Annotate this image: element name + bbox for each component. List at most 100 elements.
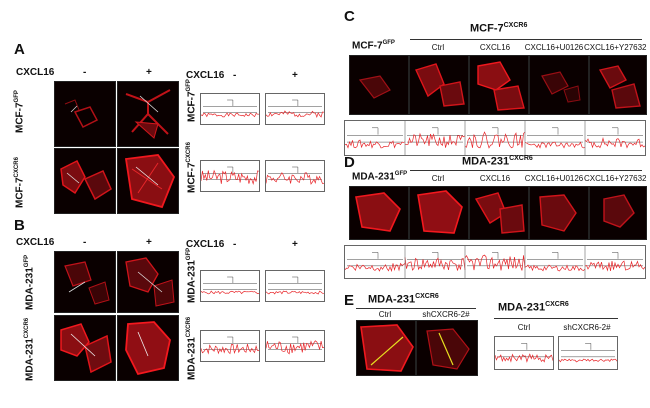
profile-bracket	[521, 343, 528, 350]
panel-a-plot-treatment-label: CXCL16	[186, 70, 225, 81]
profile-bracket	[552, 252, 559, 259]
profile-bracket	[552, 127, 559, 135]
micrograph-e1	[356, 320, 416, 376]
panel-b-plot-treatment-label: CXCL16	[186, 239, 225, 250]
micrograph-b4	[117, 315, 179, 381]
panel-d-group-label: MDA-231CXCR6	[462, 155, 533, 168]
micrograph-e2	[416, 320, 478, 376]
profile-plot-b2	[265, 270, 325, 302]
profile-bracket	[372, 127, 379, 135]
micrograph-c2	[409, 55, 469, 115]
profile-plot-b3	[200, 330, 260, 362]
profile-bracket	[227, 276, 234, 283]
panel-label-b: B	[14, 217, 25, 234]
panel-c-col-u0126: CXCL16+U0126	[524, 43, 584, 52]
micrograph-d2	[409, 186, 469, 240]
panel-b-row2-label: MDA-231CXCR6	[24, 317, 36, 381]
panel-d-col-ctrl: Ctrl	[431, 174, 445, 183]
profile-plot-a1	[200, 93, 260, 125]
micrograph-d4	[529, 186, 589, 240]
panel-b-plot-plus: +	[292, 239, 298, 250]
panel-b-plot-row2-label: MDA-231CXCR6	[186, 316, 198, 380]
panel-label-d: D	[344, 154, 355, 171]
micrograph-d3	[469, 186, 529, 240]
panel-e-group-line	[356, 308, 476, 309]
micrograph-a1	[54, 81, 116, 147]
panel-b-treatment-label: CXCL16	[16, 237, 55, 248]
profile-trace	[584, 260, 645, 272]
panel-e-plot-col-sh: shCXCR6-2#	[563, 323, 611, 332]
profile-trace	[345, 262, 406, 273]
panel-c-col-y27632: CXCL16+Y27632	[584, 43, 647, 52]
panel-label-c: C	[344, 8, 355, 25]
micrograph-b1	[54, 251, 116, 313]
profile-bracket	[612, 127, 619, 135]
micrograph-b3	[54, 315, 116, 381]
panel-a-minus: -	[83, 67, 87, 78]
profile-plot-b1	[200, 270, 260, 302]
profile-trace	[201, 290, 259, 295]
micrograph-c4	[529, 55, 589, 115]
profile-strip-c	[344, 120, 646, 156]
profile-bracket	[292, 99, 299, 106]
profile-bracket	[612, 252, 619, 259]
profile-plot-e2	[558, 336, 618, 370]
panel-a-row1-label: MCF-7GFP	[14, 90, 26, 133]
profile-strip-d	[344, 245, 646, 279]
profile-trace	[266, 340, 324, 355]
profile-bracket	[292, 336, 299, 343]
profile-trace	[345, 139, 406, 149]
profile-bracket	[492, 127, 499, 135]
profile-bracket	[492, 252, 499, 259]
panel-label-e: E	[344, 292, 355, 309]
micrograph-d1	[349, 186, 409, 240]
profile-bracket	[227, 166, 234, 173]
profile-bracket	[372, 252, 379, 259]
profile-trace	[464, 254, 526, 271]
panel-d-group-line	[410, 170, 642, 171]
profile-trace	[404, 257, 466, 271]
panel-e-group-label: MDA-231CXCR6	[368, 293, 439, 306]
panel-b-minus: -	[83, 237, 87, 248]
profile-trace	[266, 290, 324, 295]
panel-a-plot-row1-label: MCF-7GFP	[186, 79, 198, 122]
micrograph-a3	[54, 148, 116, 214]
profile-trace	[201, 343, 259, 355]
profile-trace	[495, 353, 553, 363]
micrograph-b2	[117, 251, 179, 313]
panel-a-treatment-label: CXCL16	[16, 67, 55, 78]
micrograph-c1	[349, 55, 409, 115]
micrograph-a2	[117, 81, 179, 147]
profile-bracket	[585, 343, 592, 350]
panel-e-plot-col-ctrl: Ctrl	[517, 323, 531, 332]
profile-plot-a2	[265, 93, 325, 125]
panel-c-group-label: MCF-7CXCR6	[470, 22, 528, 35]
panel-e-col-ctrl: Ctrl	[378, 310, 392, 319]
profile-trace	[524, 264, 586, 272]
profile-trace	[524, 141, 586, 149]
panel-e-col-sh: shCXCR6-2#	[422, 310, 470, 319]
profile-bracket	[432, 252, 439, 259]
panel-d-col-y27632: CXCL16+Y27632	[584, 174, 647, 183]
profile-plot-a4	[265, 160, 325, 192]
profile-bracket	[292, 276, 299, 283]
profile-trace	[584, 137, 645, 149]
micrograph-a4	[117, 148, 179, 214]
profile-plot-a3	[200, 160, 260, 192]
profile-trace	[266, 110, 324, 119]
micrograph-c5	[589, 55, 647, 115]
panel-a-plus: +	[146, 67, 152, 78]
profile-bracket	[292, 166, 299, 173]
panel-c-first-label: MCF-7GFP	[352, 40, 395, 52]
panel-a-plot-minus: -	[233, 70, 237, 81]
micrograph-d5	[589, 186, 647, 240]
panel-c-group-line	[410, 39, 642, 40]
profile-trace	[559, 358, 617, 363]
panel-a-plot-plus: +	[292, 70, 298, 81]
profile-trace	[404, 132, 466, 148]
panel-a-plot-row2-label: MCF-7CXCR6	[186, 142, 198, 193]
panel-e-group2-label: MDA-231CXCR6	[498, 301, 569, 314]
panel-c-col-ctrl: Ctrl	[431, 43, 445, 52]
profile-trace	[266, 172, 324, 185]
panel-e-group2-line	[494, 318, 618, 319]
